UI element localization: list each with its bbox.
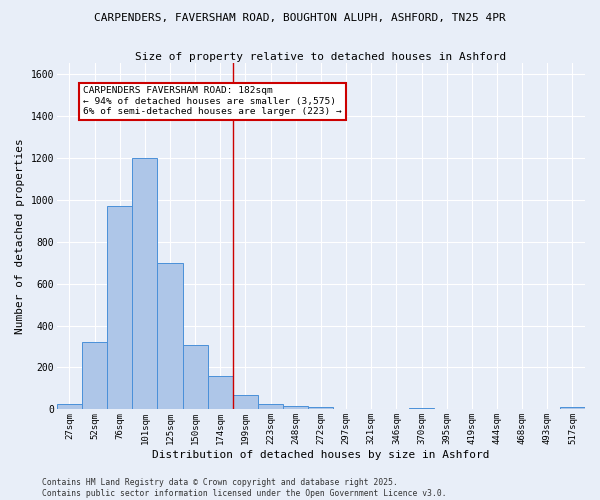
Bar [182, 346, 208, 410]
Title: Size of property relative to detached houses in Ashford: Size of property relative to detached ho… [135, 52, 506, 62]
Bar [57, 404, 82, 409]
Bar [132, 158, 157, 410]
Bar [82, 342, 107, 409]
Bar [233, 394, 258, 409]
Text: Contains HM Land Registry data © Crown copyright and database right 2025.
Contai: Contains HM Land Registry data © Crown c… [42, 478, 446, 498]
Bar [409, 408, 434, 410]
Text: CARPENDERS, FAVERSHAM ROAD, BOUGHTON ALUPH, ASHFORD, TN25 4PR: CARPENDERS, FAVERSHAM ROAD, BOUGHTON ALU… [94, 12, 506, 22]
Bar [107, 206, 132, 410]
Bar [308, 408, 334, 410]
Text: CARPENDERS FAVERSHAM ROAD: 182sqm
← 94% of detached houses are smaller (3,575)
6: CARPENDERS FAVERSHAM ROAD: 182sqm ← 94% … [83, 86, 342, 116]
Bar [258, 404, 283, 409]
Bar [560, 408, 585, 410]
Y-axis label: Number of detached properties: Number of detached properties [15, 138, 25, 334]
Bar [208, 376, 233, 410]
Bar [157, 262, 182, 410]
X-axis label: Distribution of detached houses by size in Ashford: Distribution of detached houses by size … [152, 450, 490, 460]
Bar [283, 406, 308, 409]
